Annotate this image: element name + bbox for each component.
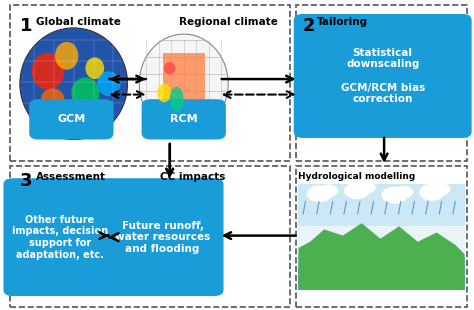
- Text: 1: 1: [20, 17, 32, 35]
- Ellipse shape: [72, 78, 100, 108]
- Text: Future runoff,
water resources
and flooding: Future runoff, water resources and flood…: [115, 220, 210, 254]
- Text: Regional climate: Regional climate: [179, 17, 278, 27]
- FancyBboxPatch shape: [294, 14, 472, 138]
- FancyBboxPatch shape: [299, 257, 465, 270]
- Text: Other future
impacts, decision
support for
adaptation, etc.: Other future impacts, decision support f…: [11, 215, 108, 259]
- FancyBboxPatch shape: [102, 178, 224, 296]
- Ellipse shape: [394, 186, 413, 198]
- Text: 2: 2: [303, 17, 316, 35]
- Text: RCM: RCM: [170, 114, 198, 124]
- Text: CC impacts: CC impacts: [160, 172, 226, 182]
- Ellipse shape: [139, 34, 228, 133]
- Ellipse shape: [432, 183, 451, 195]
- Ellipse shape: [382, 187, 407, 204]
- FancyBboxPatch shape: [163, 53, 205, 108]
- Ellipse shape: [357, 181, 376, 194]
- FancyBboxPatch shape: [299, 267, 465, 279]
- Ellipse shape: [32, 53, 64, 90]
- Ellipse shape: [319, 184, 338, 197]
- Ellipse shape: [157, 84, 171, 102]
- Text: Hydrological modelling: Hydrological modelling: [299, 172, 416, 181]
- Ellipse shape: [85, 57, 104, 79]
- Ellipse shape: [41, 88, 64, 110]
- Text: Assessment: Assessment: [36, 172, 106, 182]
- Text: GCM: GCM: [57, 114, 85, 124]
- Ellipse shape: [97, 71, 120, 96]
- FancyBboxPatch shape: [299, 277, 465, 290]
- Ellipse shape: [344, 182, 370, 199]
- FancyBboxPatch shape: [142, 99, 226, 140]
- Ellipse shape: [164, 62, 175, 74]
- Ellipse shape: [419, 184, 445, 201]
- Text: Statistical
downscaling

GCM/RCM bias
correction: Statistical downscaling GCM/RCM bias cor…: [341, 48, 425, 104]
- Ellipse shape: [55, 42, 78, 70]
- Text: Global climate: Global climate: [36, 17, 121, 27]
- FancyBboxPatch shape: [299, 184, 465, 226]
- Text: 3: 3: [20, 172, 32, 190]
- FancyBboxPatch shape: [299, 184, 465, 290]
- Polygon shape: [299, 223, 465, 290]
- Ellipse shape: [20, 28, 128, 140]
- FancyBboxPatch shape: [3, 178, 116, 296]
- Text: Tailoring: Tailoring: [317, 17, 368, 27]
- Ellipse shape: [170, 87, 184, 112]
- Ellipse shape: [307, 185, 332, 202]
- FancyBboxPatch shape: [29, 99, 113, 140]
